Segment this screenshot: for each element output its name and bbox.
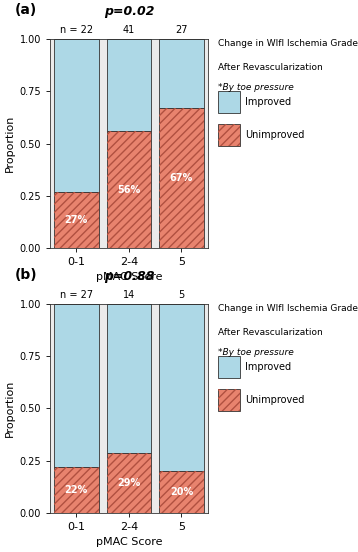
Bar — [159, 471, 204, 513]
Text: *By toe pressure: *By toe pressure — [218, 348, 294, 357]
Text: p=0.02: p=0.02 — [103, 4, 154, 18]
Text: Change in WIfI Ischemia Grade: Change in WIfI Ischemia Grade — [218, 304, 358, 312]
Text: 41: 41 — [123, 25, 135, 35]
Text: 22%: 22% — [65, 485, 88, 495]
Text: 67%: 67% — [170, 173, 193, 183]
Bar — [107, 39, 151, 131]
Text: Change in WIfI Ischemia Grade: Change in WIfI Ischemia Grade — [218, 39, 358, 47]
Y-axis label: Proportion: Proportion — [5, 115, 15, 172]
X-axis label: pMAC Score: pMAC Score — [96, 537, 162, 546]
Bar — [107, 131, 151, 248]
Text: 20%: 20% — [170, 487, 193, 497]
Text: (a): (a) — [14, 3, 37, 17]
Text: 29%: 29% — [117, 478, 140, 488]
Bar — [54, 192, 99, 248]
Bar — [54, 467, 99, 513]
Y-axis label: Proportion: Proportion — [5, 380, 15, 437]
Bar — [54, 192, 99, 248]
Text: Unimproved: Unimproved — [245, 130, 305, 140]
Text: 27%: 27% — [65, 215, 88, 225]
Text: Unimproved: Unimproved — [245, 395, 305, 405]
Bar — [159, 39, 204, 108]
Text: 27: 27 — [175, 25, 188, 35]
Text: 5: 5 — [178, 290, 184, 300]
Bar — [107, 453, 151, 513]
Text: p=0.88: p=0.88 — [103, 269, 154, 283]
Text: *By toe pressure: *By toe pressure — [218, 83, 294, 92]
Bar — [107, 131, 151, 248]
X-axis label: pMAC Score: pMAC Score — [96, 272, 162, 282]
Bar — [159, 108, 204, 248]
Bar — [54, 39, 99, 192]
Text: Improved: Improved — [245, 362, 291, 372]
Bar — [54, 467, 99, 513]
Text: After Revascularization: After Revascularization — [218, 328, 323, 337]
Bar — [54, 304, 99, 467]
Text: Improved: Improved — [245, 97, 291, 107]
Bar — [159, 108, 204, 248]
Text: 56%: 56% — [117, 185, 140, 195]
Text: 14: 14 — [123, 290, 135, 300]
Bar — [107, 453, 151, 513]
Bar — [159, 471, 204, 513]
Text: n = 27: n = 27 — [60, 290, 93, 300]
Text: After Revascularization: After Revascularization — [218, 63, 323, 72]
Bar — [107, 304, 151, 453]
Text: (b): (b) — [14, 268, 37, 282]
Text: n = 22: n = 22 — [60, 25, 93, 35]
Bar — [159, 304, 204, 471]
